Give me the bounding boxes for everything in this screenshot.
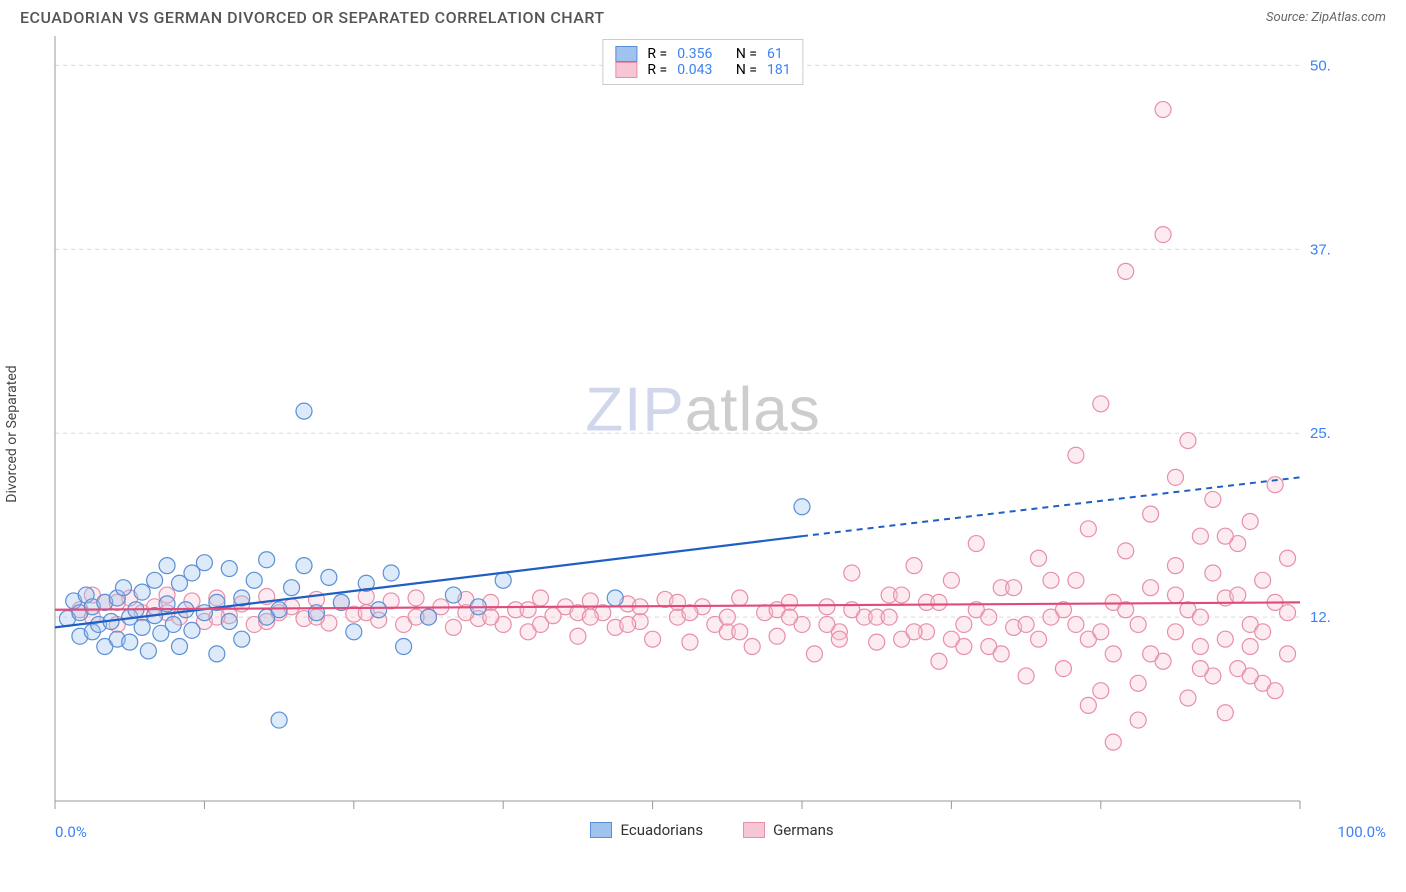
legend-item-ecuadorians: Ecuadorians [590,821,703,839]
svg-text:25.0%: 25.0% [1310,425,1330,442]
scatter-chart: 12.5% 25.0% 37.5% 50.0% [20,31,1330,821]
n-value-ecuadorians: 61 [767,46,783,62]
chart-header: ECUADORIAN VS GERMAN DIVORCED OR SEPARAT… [0,0,1406,31]
legend-item-germans: Germans [743,821,834,839]
swatch-germans-icon [743,822,765,838]
x-axis-min: 0.0% [55,823,87,841]
n-value-germans: 181 [767,62,791,78]
legend-correlation: R = 0.356 N = 61 R = 0.043 N = 181 [602,39,803,85]
r-value-ecuadorians: 0.356 [677,46,712,62]
swatch-ecuadorians-icon [590,822,612,838]
svg-text:12.5%: 12.5% [1310,609,1330,626]
chart-title: ECUADORIAN VS GERMAN DIVORCED OR SEPARAT… [20,8,605,27]
r-label: R = [647,62,667,78]
legend-label-ecuadorians: Ecuadorians [620,821,703,839]
legend-series: Ecuadorians Germans [590,819,833,841]
source-label: Source: ZipAtlas.com [1266,10,1386,25]
n-label: N = [736,46,757,62]
svg-text:50.0%: 50.0% [1310,57,1330,74]
x-axis-labels: 0.0% Ecuadorians Germans 100.0% [55,823,1386,841]
legend-row-germans: R = 0.043 N = 181 [615,62,790,78]
y-axis-label: Divorced or Separated [4,365,20,502]
r-label: R = [647,46,667,62]
r-value-germans: 0.043 [677,62,712,78]
chart-container: Divorced or Separated 12.5%25.0%37.5%50.… [20,31,1386,821]
swatch-germans-icon [615,62,637,78]
legend-row-ecuadorians: R = 0.356 N = 61 [615,46,790,62]
x-axis-max: 100.0% [1337,823,1386,841]
svg-text:37.5%: 37.5% [1310,241,1330,258]
n-label: N = [736,62,757,78]
legend-label-germans: Germans [773,821,834,839]
swatch-ecuadorians-icon [615,46,637,62]
